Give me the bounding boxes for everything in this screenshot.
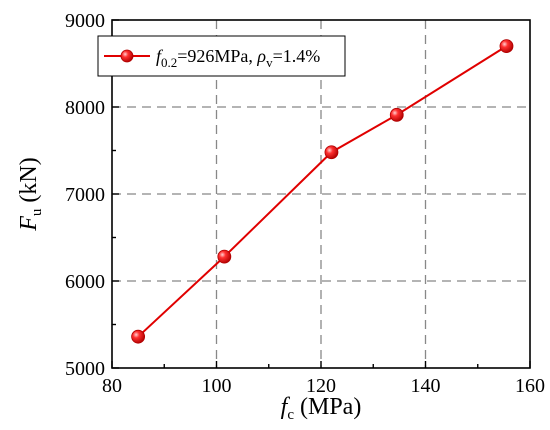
y-tick-label: 6000	[65, 271, 105, 293]
y-tick-labels: 5000 6000 7000 8000 9000	[65, 10, 105, 380]
legend: f0.2=926MPa, ρv=1.4%	[97, 35, 346, 77]
data-points	[131, 39, 514, 344]
x-tick-label: 100	[202, 375, 232, 397]
data-point	[217, 249, 232, 264]
x-tick-label: 120	[306, 375, 336, 397]
data-point	[131, 329, 146, 344]
series-line	[137, 45, 508, 338]
data-point	[499, 39, 514, 53]
y-tick-label: 7000	[65, 184, 105, 206]
axis-ticks	[111, 19, 531, 369]
y-tick-label: 8000	[65, 97, 105, 119]
y-tick-label: 5000	[65, 358, 105, 380]
legend-marker	[120, 49, 134, 63]
x-tick-labels: 80 100 120 140 160	[102, 375, 545, 397]
data-point	[324, 145, 339, 160]
data-point	[389, 107, 404, 122]
y-tick-label: 9000	[65, 10, 105, 32]
x-tick-label: 160	[515, 375, 545, 397]
grid-lines	[112, 20, 530, 368]
x-tick-label: 140	[411, 375, 441, 397]
x-tick-label: 80	[102, 375, 122, 397]
x-axis-title: fc (MPa)	[281, 394, 362, 423]
y-axis-title: Fu (kN)	[16, 157, 45, 232]
legend-label: f0.2=926MPa, ρv=1.4%	[156, 46, 320, 70]
